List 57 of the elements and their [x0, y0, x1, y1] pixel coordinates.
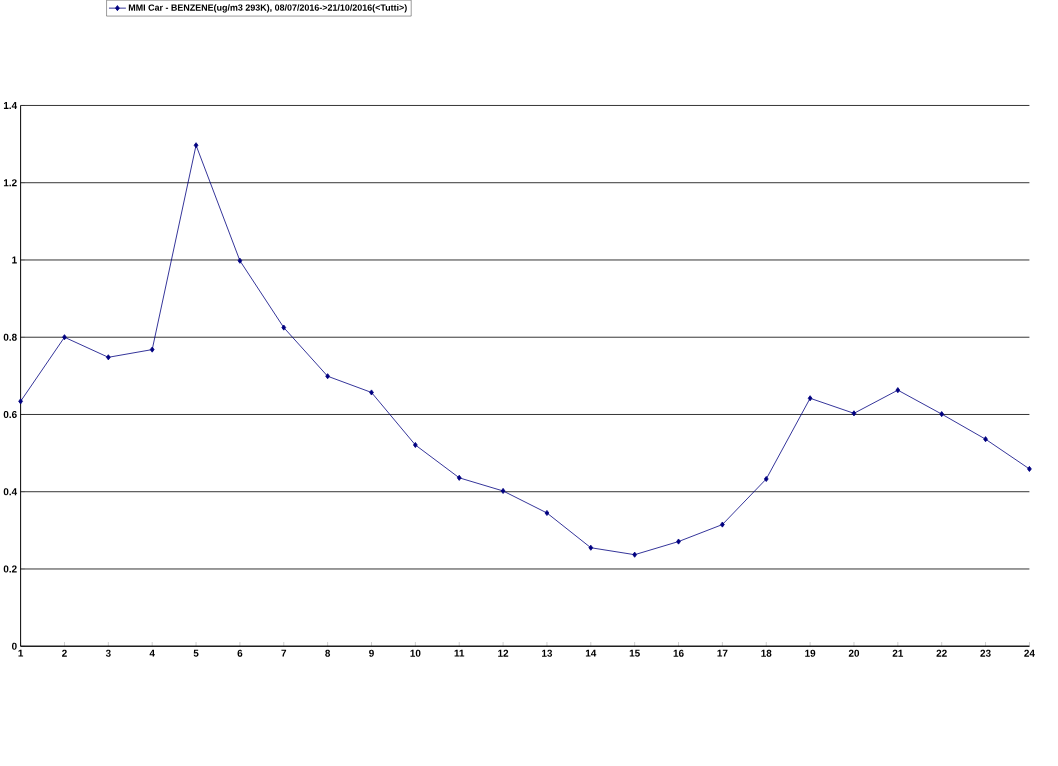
x-tick-label: 7 — [281, 649, 287, 657]
point — [676, 538, 681, 545]
x-tick-label: 2 — [62, 649, 67, 657]
x-tick-label: 23 — [980, 649, 991, 657]
x-tick-label: 5 — [193, 649, 199, 657]
x-tick-label: 10 — [410, 649, 421, 657]
point — [720, 521, 725, 528]
point — [588, 544, 594, 551]
point — [983, 436, 988, 443]
point — [544, 510, 550, 516]
point — [237, 257, 243, 264]
point — [851, 410, 857, 417]
point — [193, 142, 199, 149]
y-tick-label: 1.2 — [3, 179, 17, 187]
x-tick-label: 19 — [805, 649, 816, 657]
x-tick-label: 16 — [673, 649, 684, 657]
y-tick-label: 0.2 — [3, 565, 17, 573]
x-tick-label: 18 — [761, 649, 772, 657]
point — [807, 395, 813, 402]
point — [281, 324, 287, 331]
x-tick-label: 24 — [1024, 649, 1035, 657]
point — [325, 373, 330, 380]
point — [763, 476, 769, 482]
point — [149, 346, 155, 353]
x-tick-label: 4 — [149, 649, 155, 657]
x-tick-label: 15 — [629, 649, 640, 657]
x-tick-label: 21 — [892, 649, 904, 657]
y-tick-label: 1.4 — [3, 102, 18, 109]
x-tick-label: 20 — [848, 649, 860, 657]
x-tick-label: 13 — [542, 649, 553, 657]
y-tick-label: 1 — [12, 256, 17, 264]
point — [413, 442, 418, 448]
point — [456, 474, 462, 481]
y-tick-label: 0.4 — [3, 488, 18, 496]
y-tick-label: 0 — [11, 642, 17, 650]
x-tick-label: 6 — [237, 649, 243, 657]
point — [369, 389, 374, 396]
x-tick-label: 1 — [18, 649, 24, 657]
point — [18, 398, 23, 405]
x-tick-label: 9 — [369, 649, 374, 657]
point — [62, 334, 67, 341]
x-tick-label: 12 — [498, 649, 509, 657]
y-tick-label: 0.8 — [3, 333, 17, 341]
point — [500, 487, 506, 494]
y-tick-label: 0.6 — [3, 410, 17, 418]
x-tick-label: 3 — [105, 649, 111, 657]
point — [632, 551, 637, 558]
x-tick-label: 22 — [936, 649, 947, 657]
point — [1027, 465, 1032, 472]
x-tick-label: 11 — [454, 649, 465, 657]
x-tick-label: 8 — [325, 649, 331, 657]
point — [895, 387, 901, 394]
x-tick-label: 14 — [585, 649, 597, 657]
x-tick-label: 17 — [717, 649, 728, 657]
point — [939, 411, 945, 418]
point — [106, 354, 111, 361]
legend-label: MMI Car - BENZENE(ug/m3 293K), 08/07/2016->21/10/2016(<Tutti>) — [128, 4, 407, 13]
